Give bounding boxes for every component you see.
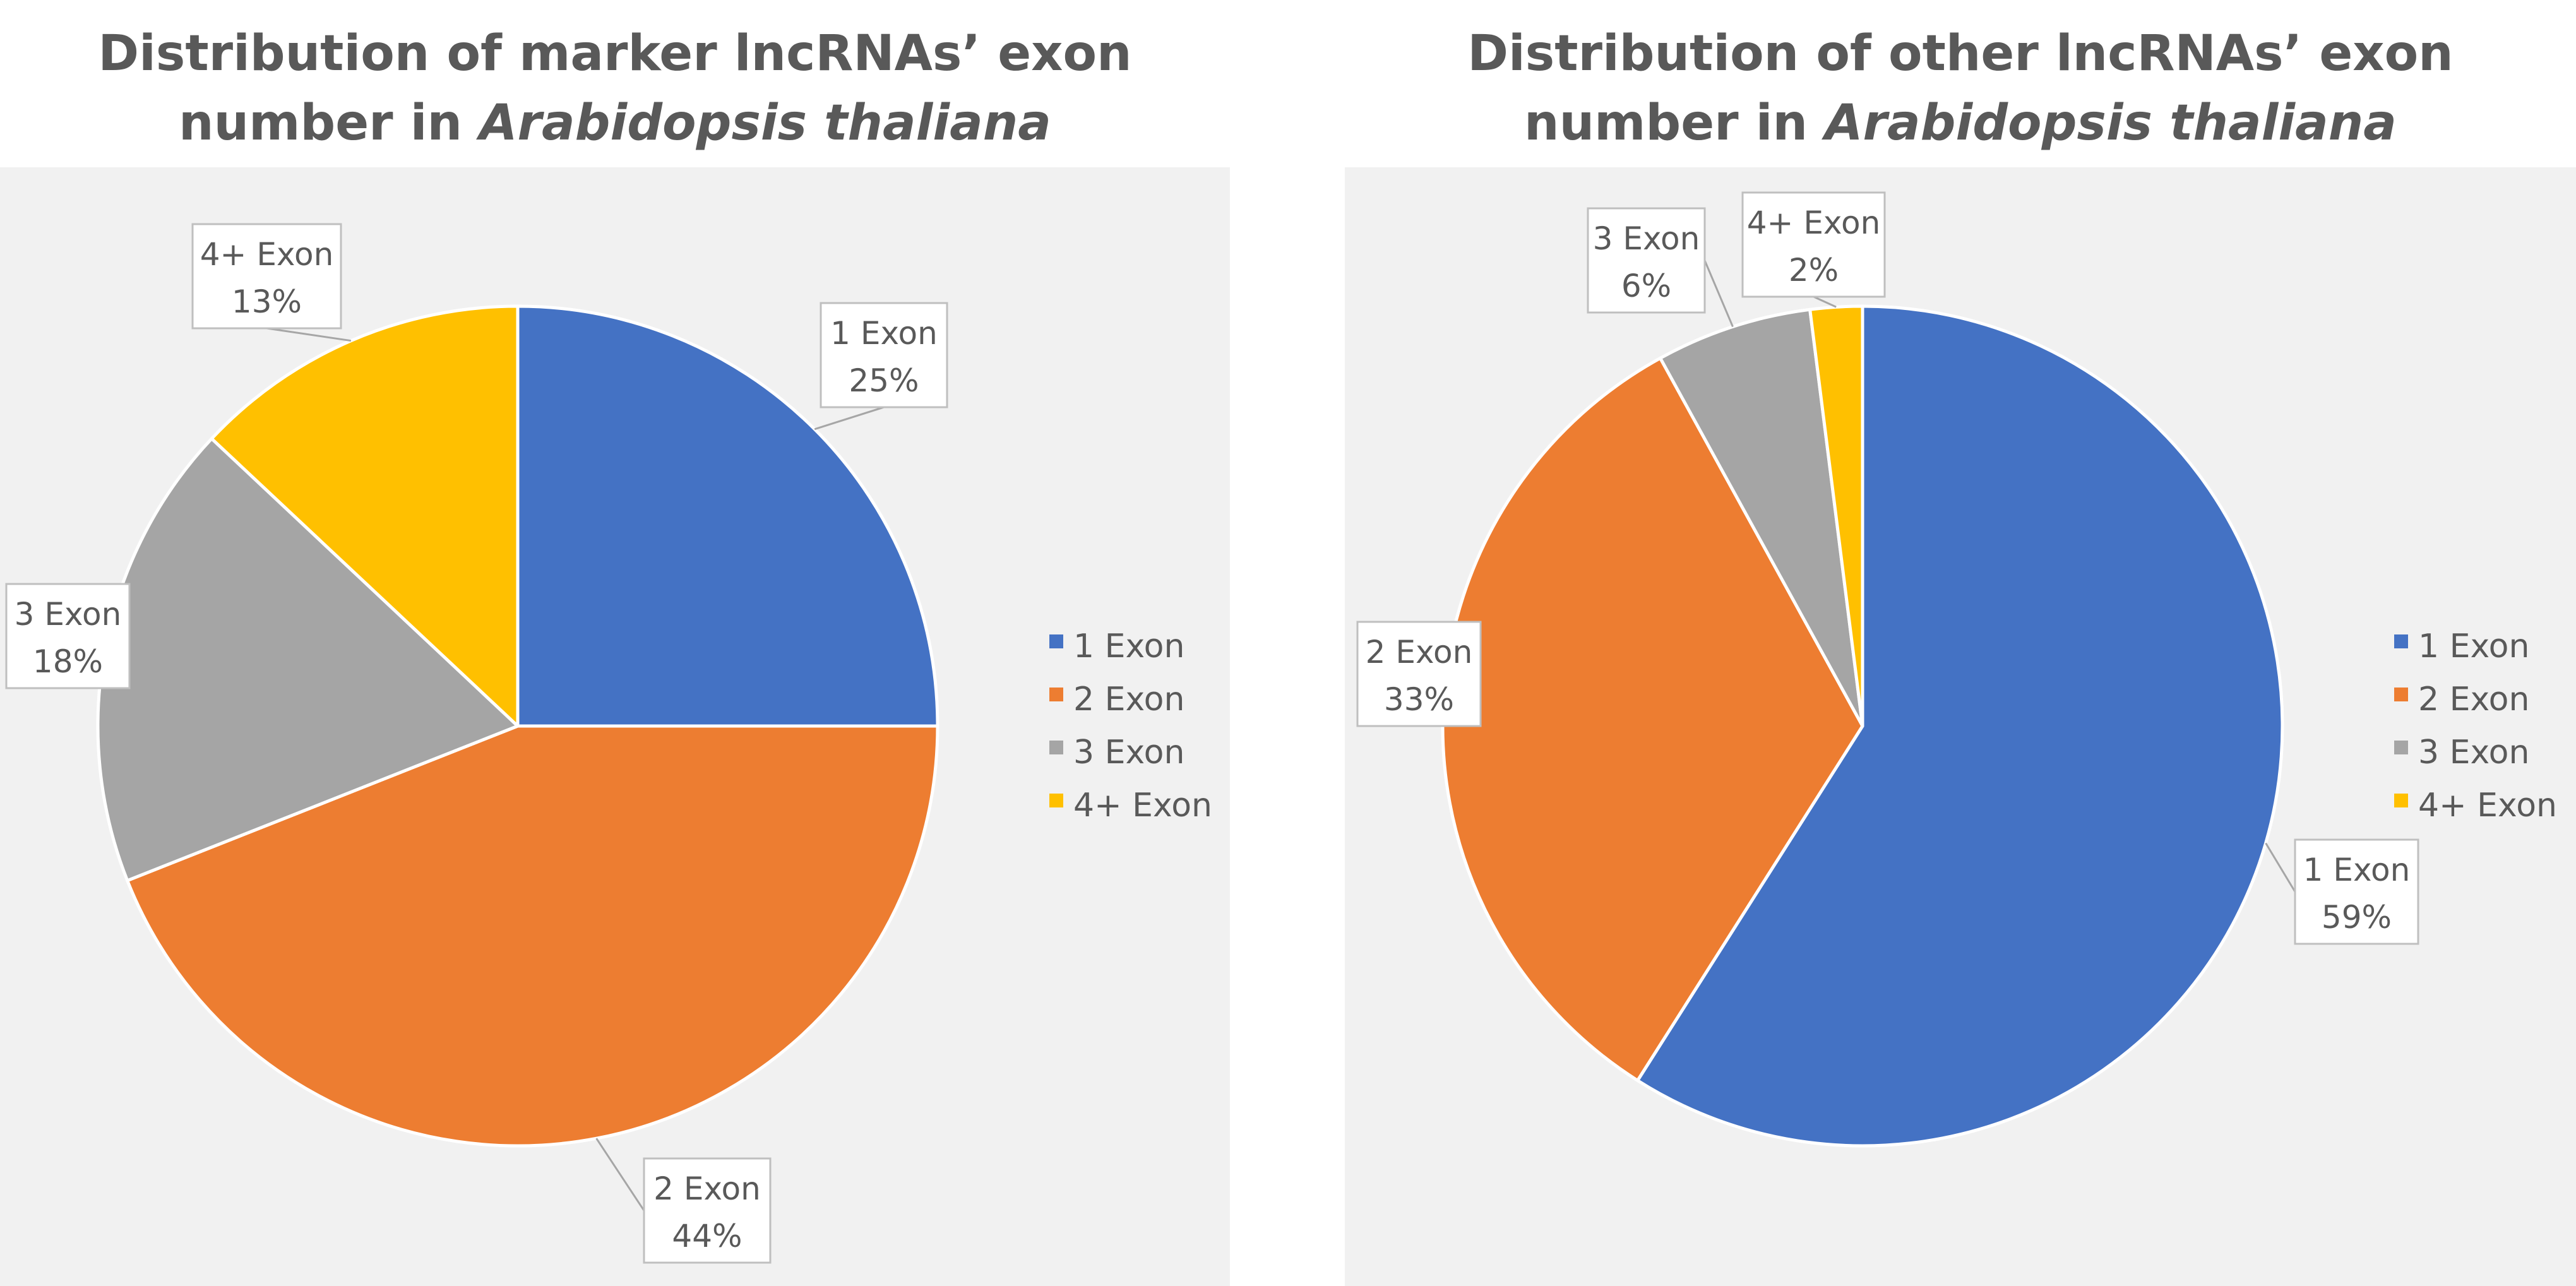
data-label-box [1356,621,1482,727]
legend-swatch [1049,688,1063,701]
data-label-category: 4+ Exon [200,236,334,273]
chart-right: Distribution of other lncRNAs’ exon numb… [1345,0,2576,1286]
pie-slices [96,304,939,1148]
data-label-value: 18% [33,643,103,680]
legend-label: 4+ Exon [1073,787,1212,825]
legend-item-1-exon: 1 Exon [1049,628,1184,665]
data-label-box [191,223,342,330]
pie-slice-4plus-exon [1808,304,1864,728]
data-labels: 1 Exon 25% 2 Exon 44% 3 Exon 18% 4+ Exon 13% [5,223,948,1264]
legend-swatch [2394,741,2408,754]
chart-title: Distribution of marker lncRNAs’ exon num… [0,19,1230,164]
legend-item-3-exon: 3 Exon [1049,734,1184,771]
data-label-category: 3 Exon [1593,220,1700,257]
legend-label: 2 Exon [2418,681,2529,718]
data-label-value: 59% [2322,899,2392,936]
data-label-box [1587,207,1706,314]
title-prefix: number in [179,95,480,152]
legend-label: 3 Exon [2418,734,2529,771]
legend-label: 1 Exon [2418,628,2529,665]
legend-swatch [1049,741,1063,754]
title-species: Arabidopsis thaliana [1825,95,2397,152]
leader-line [1703,259,1734,328]
title-line-1: Distribution of marker lncRNAs’ exon [98,25,1132,82]
title-line-2: number in Arabidopsis thaliana [1345,88,2576,158]
legend-swatch [2394,794,2408,807]
legend-label: 3 Exon [1073,734,1184,771]
legend-swatch [1049,634,1063,648]
title-line-2: number in Arabidopsis thaliana [0,88,1230,158]
title-line-1: Distribution of other lncRNAs’ exon [1467,25,2454,82]
leader-line [266,327,352,342]
legend-swatch [2394,688,2408,701]
title-prefix: number in [1524,95,1825,152]
legend-label: 1 Exon [1073,628,1184,665]
plot-area: 1 Exon 25% 2 Exon 44% 3 Exon 18% 4+ Exon 13% 1 E… [0,167,1230,1286]
data-label-category: 3 Exon [15,596,122,633]
data-label-category: 1 Exon [2303,852,2411,888]
leader-line [1813,295,1837,308]
data-label-category: 4+ Exon [1747,205,1881,241]
chart-title: Distribution of other lncRNAs’ exon numb… [1345,19,2576,164]
data-label-value: 44% [672,1218,742,1254]
pie-slice-1-exon [1636,304,2284,1148]
data-label-value: 25% [849,362,919,399]
data-labels: 1 Exon 59% 2 Exon 33% 3 Exon 6% 4+ Exon 2% [1356,191,2419,945]
legend-item-2-exon: 2 Exon [2394,681,2529,718]
legend: 1 Exon 2 Exon 3 Exon 4+ Exon [2394,628,2557,825]
data-label-category: 2 Exon [653,1170,761,1207]
plot-area: 1 Exon 59% 2 Exon 33% 3 Exon 6% 4+ Exon 2% 1 Exo… [1345,167,2576,1286]
legend-label: 4+ Exon [2418,787,2557,825]
title-species: Arabidopsis thaliana [479,95,1051,152]
legend-item-2-exon: 2 Exon [1049,681,1184,718]
legend-item-1-exon: 1 Exon [2394,628,2529,665]
legend-item-4plus-exon: 4+ Exon [2394,787,2557,825]
chart-left: Distribution of marker lncRNAs’ exon num… [0,0,1230,1286]
data-label-box [2294,838,2419,945]
leader-line [595,1138,645,1212]
legend-swatch [2394,634,2408,648]
data-label-box [643,1157,772,1264]
data-label-category: 2 Exon [1366,634,1473,670]
legend-item-4plus-exon: 4+ Exon [1049,787,1212,825]
leader-line [814,406,885,431]
legend-label: 2 Exon [1073,681,1184,718]
data-label-box [820,302,948,408]
data-label-value: 33% [1384,681,1454,718]
data-label-category: 1 Exon [830,315,938,352]
pie-slice-1-exon [516,304,939,728]
legend-item-3-exon: 3 Exon [2394,734,2529,771]
legend: 1 Exon 2 Exon 3 Exon 4+ Exon [1049,628,1212,825]
data-label-box [1741,191,1886,298]
legend-swatch [1049,794,1063,807]
data-label-value: 13% [232,283,302,320]
leader-line [2265,842,2296,893]
data-label-value: 2% [1789,252,1839,289]
pie-slices [1441,304,2284,1148]
pie-slice-3-exon [1659,307,1864,728]
data-label-value: 6% [1621,268,1671,304]
data-label-box [5,583,131,689]
